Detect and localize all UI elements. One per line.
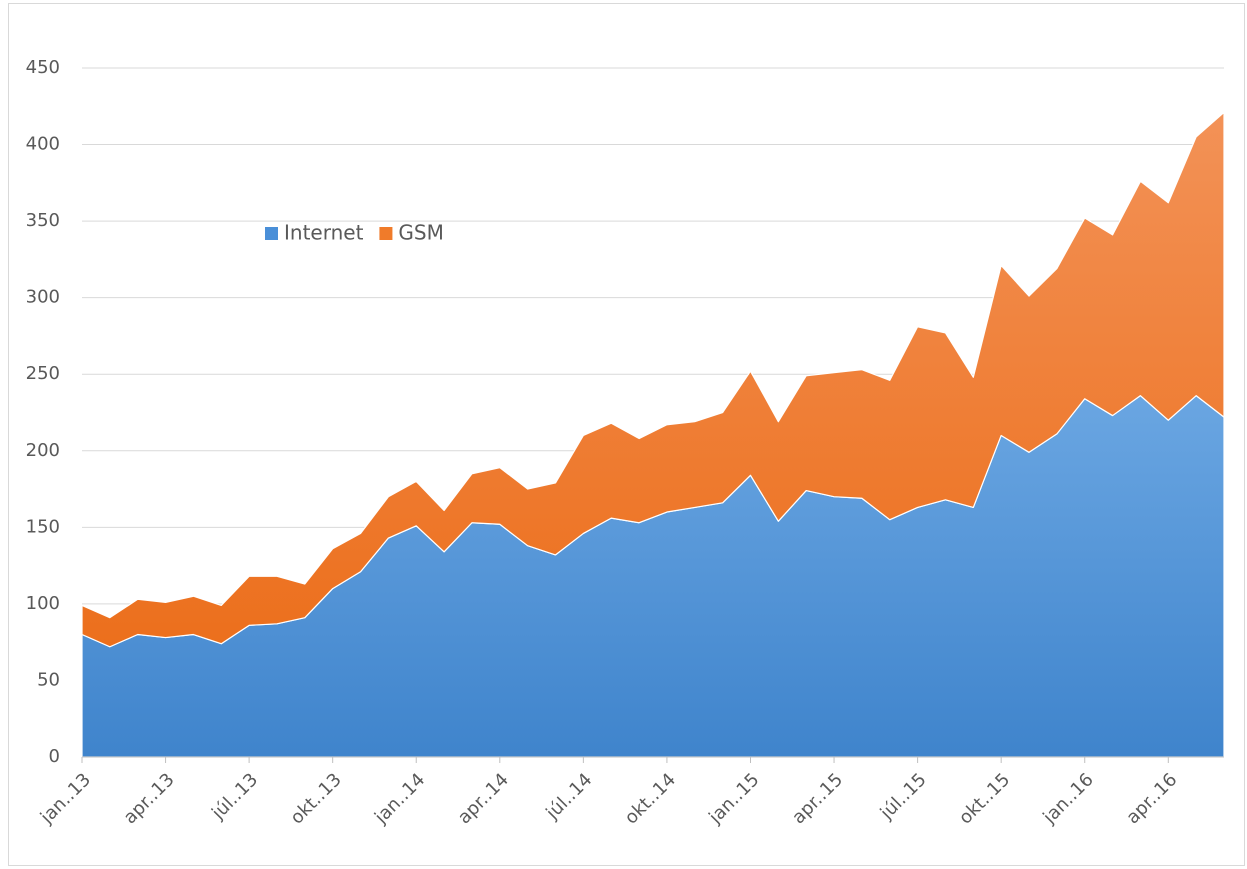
x-tick-label: apr..15 xyxy=(788,769,847,828)
y-tick-label: 200 xyxy=(26,440,60,461)
y-tick-label: 450 xyxy=(26,57,60,78)
areas xyxy=(81,111,1225,758)
x-tick-label: jan..15 xyxy=(704,769,763,828)
y-tick-label: 150 xyxy=(26,516,60,537)
chart-frame xyxy=(8,3,1245,866)
x-tick-label: júl..13 xyxy=(207,769,262,824)
x-tick-label: jan..14 xyxy=(370,769,429,828)
y-tick-label: 350 xyxy=(26,210,60,231)
legend-label: GSM xyxy=(398,221,443,245)
legend: Internet GSM xyxy=(265,221,444,245)
x-tick-label: okt..15 xyxy=(955,769,1014,828)
y-tick-label: 50 xyxy=(37,669,60,690)
x-tick-label: júl..15 xyxy=(876,769,931,824)
x-tick-label: jan..16 xyxy=(1039,769,1098,828)
y-tick-label: 0 xyxy=(49,746,60,767)
legend-swatch xyxy=(379,227,393,240)
x-tick-label: júl..14 xyxy=(541,769,596,824)
x-tick-label: okt..13 xyxy=(286,769,345,828)
y-tick-label: 250 xyxy=(26,363,60,384)
x-tick-label: jan..13 xyxy=(36,769,95,828)
x-tick-label: apr..13 xyxy=(120,769,179,828)
y-tick-label: 400 xyxy=(26,134,60,155)
x-tick-label: apr..14 xyxy=(454,769,513,828)
x-tick-label: apr..16 xyxy=(1122,769,1181,828)
x-tick-label: okt..14 xyxy=(621,769,680,828)
legend-swatch xyxy=(265,227,278,240)
legend-label: Internet xyxy=(284,221,364,245)
y-tick-label: 100 xyxy=(26,593,60,614)
y-tick-label: 300 xyxy=(26,287,60,308)
area xyxy=(81,111,1225,648)
